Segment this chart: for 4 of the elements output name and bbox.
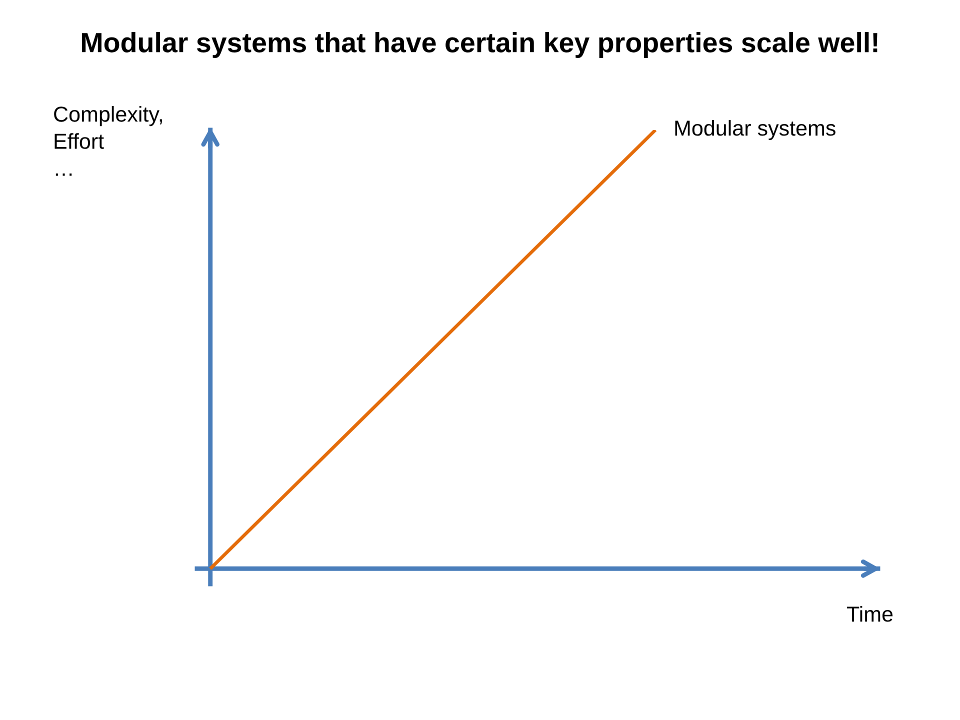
series-label: Modular systems [675,120,836,140]
x-axis-title: Time [846,606,893,622]
chart-title: Modular systems that have certain key properties scale well! [82,32,878,58]
y-axis-title: Complexity, Effort … [54,106,162,176]
